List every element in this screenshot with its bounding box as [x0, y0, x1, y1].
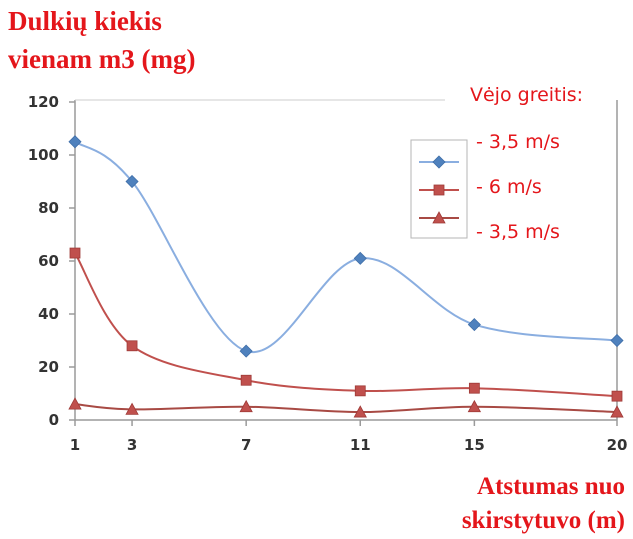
series-1-line: [74, 140, 618, 354]
series-3-line: [74, 403, 618, 414]
x-tick-label: 3: [127, 436, 137, 454]
series-1-point: [467, 318, 481, 332]
legend-swatch-marker-1: [432, 155, 446, 169]
legend-label-series-3: - 3,5 m/s: [476, 221, 560, 243]
y-axis-title-line-1: Dulkių kiekis: [8, 6, 162, 36]
y-tick-label: 40: [38, 305, 59, 323]
legend-title: Vėjo greitis:: [470, 84, 584, 106]
y-axis-title-line-2: vienam m3 (mg): [8, 44, 196, 74]
series-3-point: [125, 402, 139, 415]
legend-swatch-marker-3: [432, 211, 446, 224]
x-tick-label: 7: [241, 436, 251, 454]
legend-label-series-2: - 6 m/s: [476, 176, 542, 198]
series-3-point: [353, 405, 367, 418]
series-1-point: [68, 135, 82, 149]
series-1-point: [353, 251, 367, 265]
series-2-point: [69, 247, 81, 259]
series-3-point: [68, 397, 82, 410]
legend: [410, 139, 468, 239]
y-tick-label: 120: [28, 93, 59, 111]
x-axis-title-line-1: Atstumas nuo: [477, 473, 625, 500]
y-tick-label: 0: [49, 411, 59, 429]
x-tick-label: 1: [70, 436, 80, 454]
series-2-point: [468, 382, 480, 394]
series-1-point: [610, 333, 624, 348]
x-axis-ticks: 1 3 7 11 15 20: [70, 420, 628, 454]
series-2-point: [126, 340, 138, 352]
series-2-point: [611, 390, 623, 402]
x-axis-title: Atstumas nuo skirstytuvo (m): [462, 470, 625, 538]
x-tick-label: 11: [350, 436, 371, 454]
legend-label-series-1: - 3,5 m/s: [476, 131, 560, 153]
series-2-line: [74, 252, 618, 398]
y-tick-label: 100: [28, 146, 59, 164]
series-3-point: [467, 399, 482, 413]
series-2-point: [240, 374, 252, 386]
x-tick-label: 20: [607, 436, 628, 454]
y-tick-label: 20: [38, 358, 59, 376]
series-2-point: [354, 385, 366, 397]
x-tick-label: 15: [464, 436, 485, 454]
series-1-point: [125, 174, 139, 189]
y-axis-title: Dulkių kiekis vienam m3 (mg): [8, 2, 195, 78]
series-3-point: [610, 405, 624, 418]
y-tick-label: 80: [38, 199, 59, 217]
y-tick-label: 60: [38, 252, 59, 270]
legend-swatch-marker-2: [433, 184, 445, 196]
series-markers: [68, 135, 624, 418]
series-1-point: [239, 344, 253, 358]
x-axis-title-line-2: skirstytuvo (m): [461, 507, 625, 534]
series-3-point: [239, 399, 253, 413]
y-axis-ticks: 0 20 40 60 80 100 120: [28, 93, 75, 429]
